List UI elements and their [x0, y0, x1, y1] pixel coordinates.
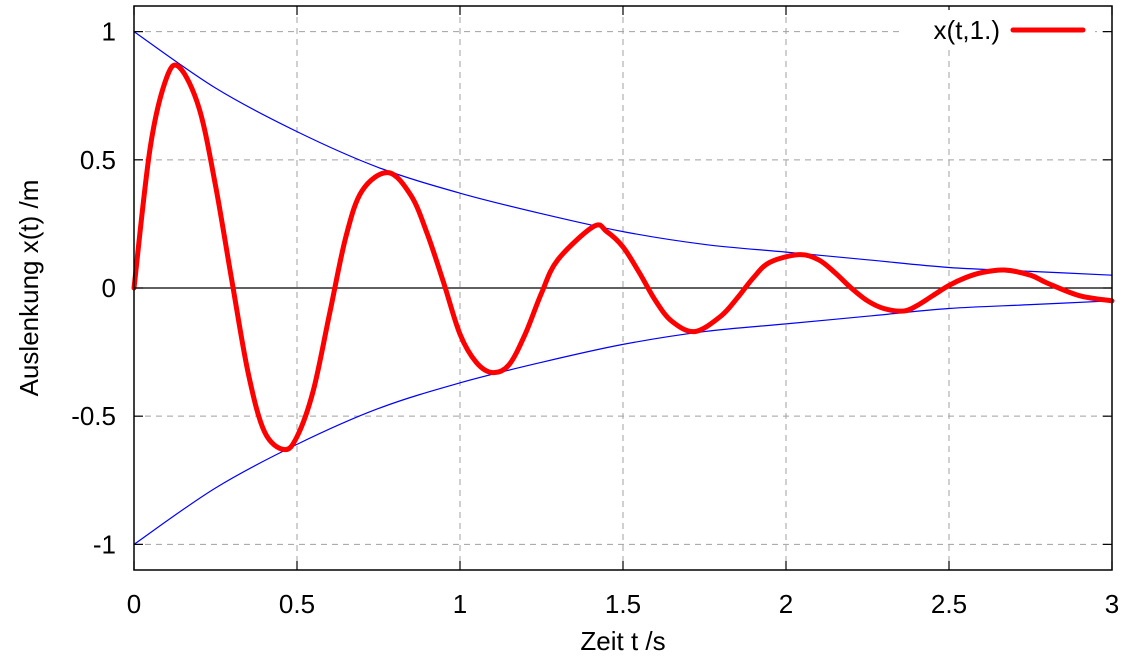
legend: x(t,1.) — [900, 10, 1095, 48]
ticks — [133, 6, 1113, 570]
y-axis-label: Auslenkung x(t) /m — [14, 180, 44, 397]
legend-entry-label: x(t,1.) — [934, 15, 1000, 45]
x-tick-label: 1.5 — [605, 589, 641, 619]
x-tick-labels: 0 0.5 1 1.5 2 2.5 3 — [127, 589, 1119, 619]
lower-envelope-line — [133, 300, 1113, 545]
y-tick-label: 0.5 — [80, 145, 116, 175]
y-tick-label: -0.5 — [71, 401, 116, 431]
upper-envelope-line — [133, 31, 1113, 276]
series-layer — [131, 31, 1115, 545]
y-tick-label: 0 — [102, 273, 116, 303]
x-tick-label: 2 — [779, 589, 793, 619]
x-tick-label: 0 — [127, 589, 141, 619]
y-tick-label: -1 — [93, 529, 116, 559]
y-tick-label: 1 — [102, 17, 116, 47]
x-tick-label: 3 — [1105, 589, 1119, 619]
x-tick-label: 0.5 — [279, 589, 315, 619]
y-tick-labels: 1 0.5 0 -0.5 -1 — [71, 17, 116, 560]
x-tick-label: 1 — [453, 589, 467, 619]
x-axis-label: Zeit t /s — [580, 626, 665, 656]
x-tick-label: 2.5 — [931, 589, 967, 619]
series-line-x-t — [131, 62, 1115, 453]
